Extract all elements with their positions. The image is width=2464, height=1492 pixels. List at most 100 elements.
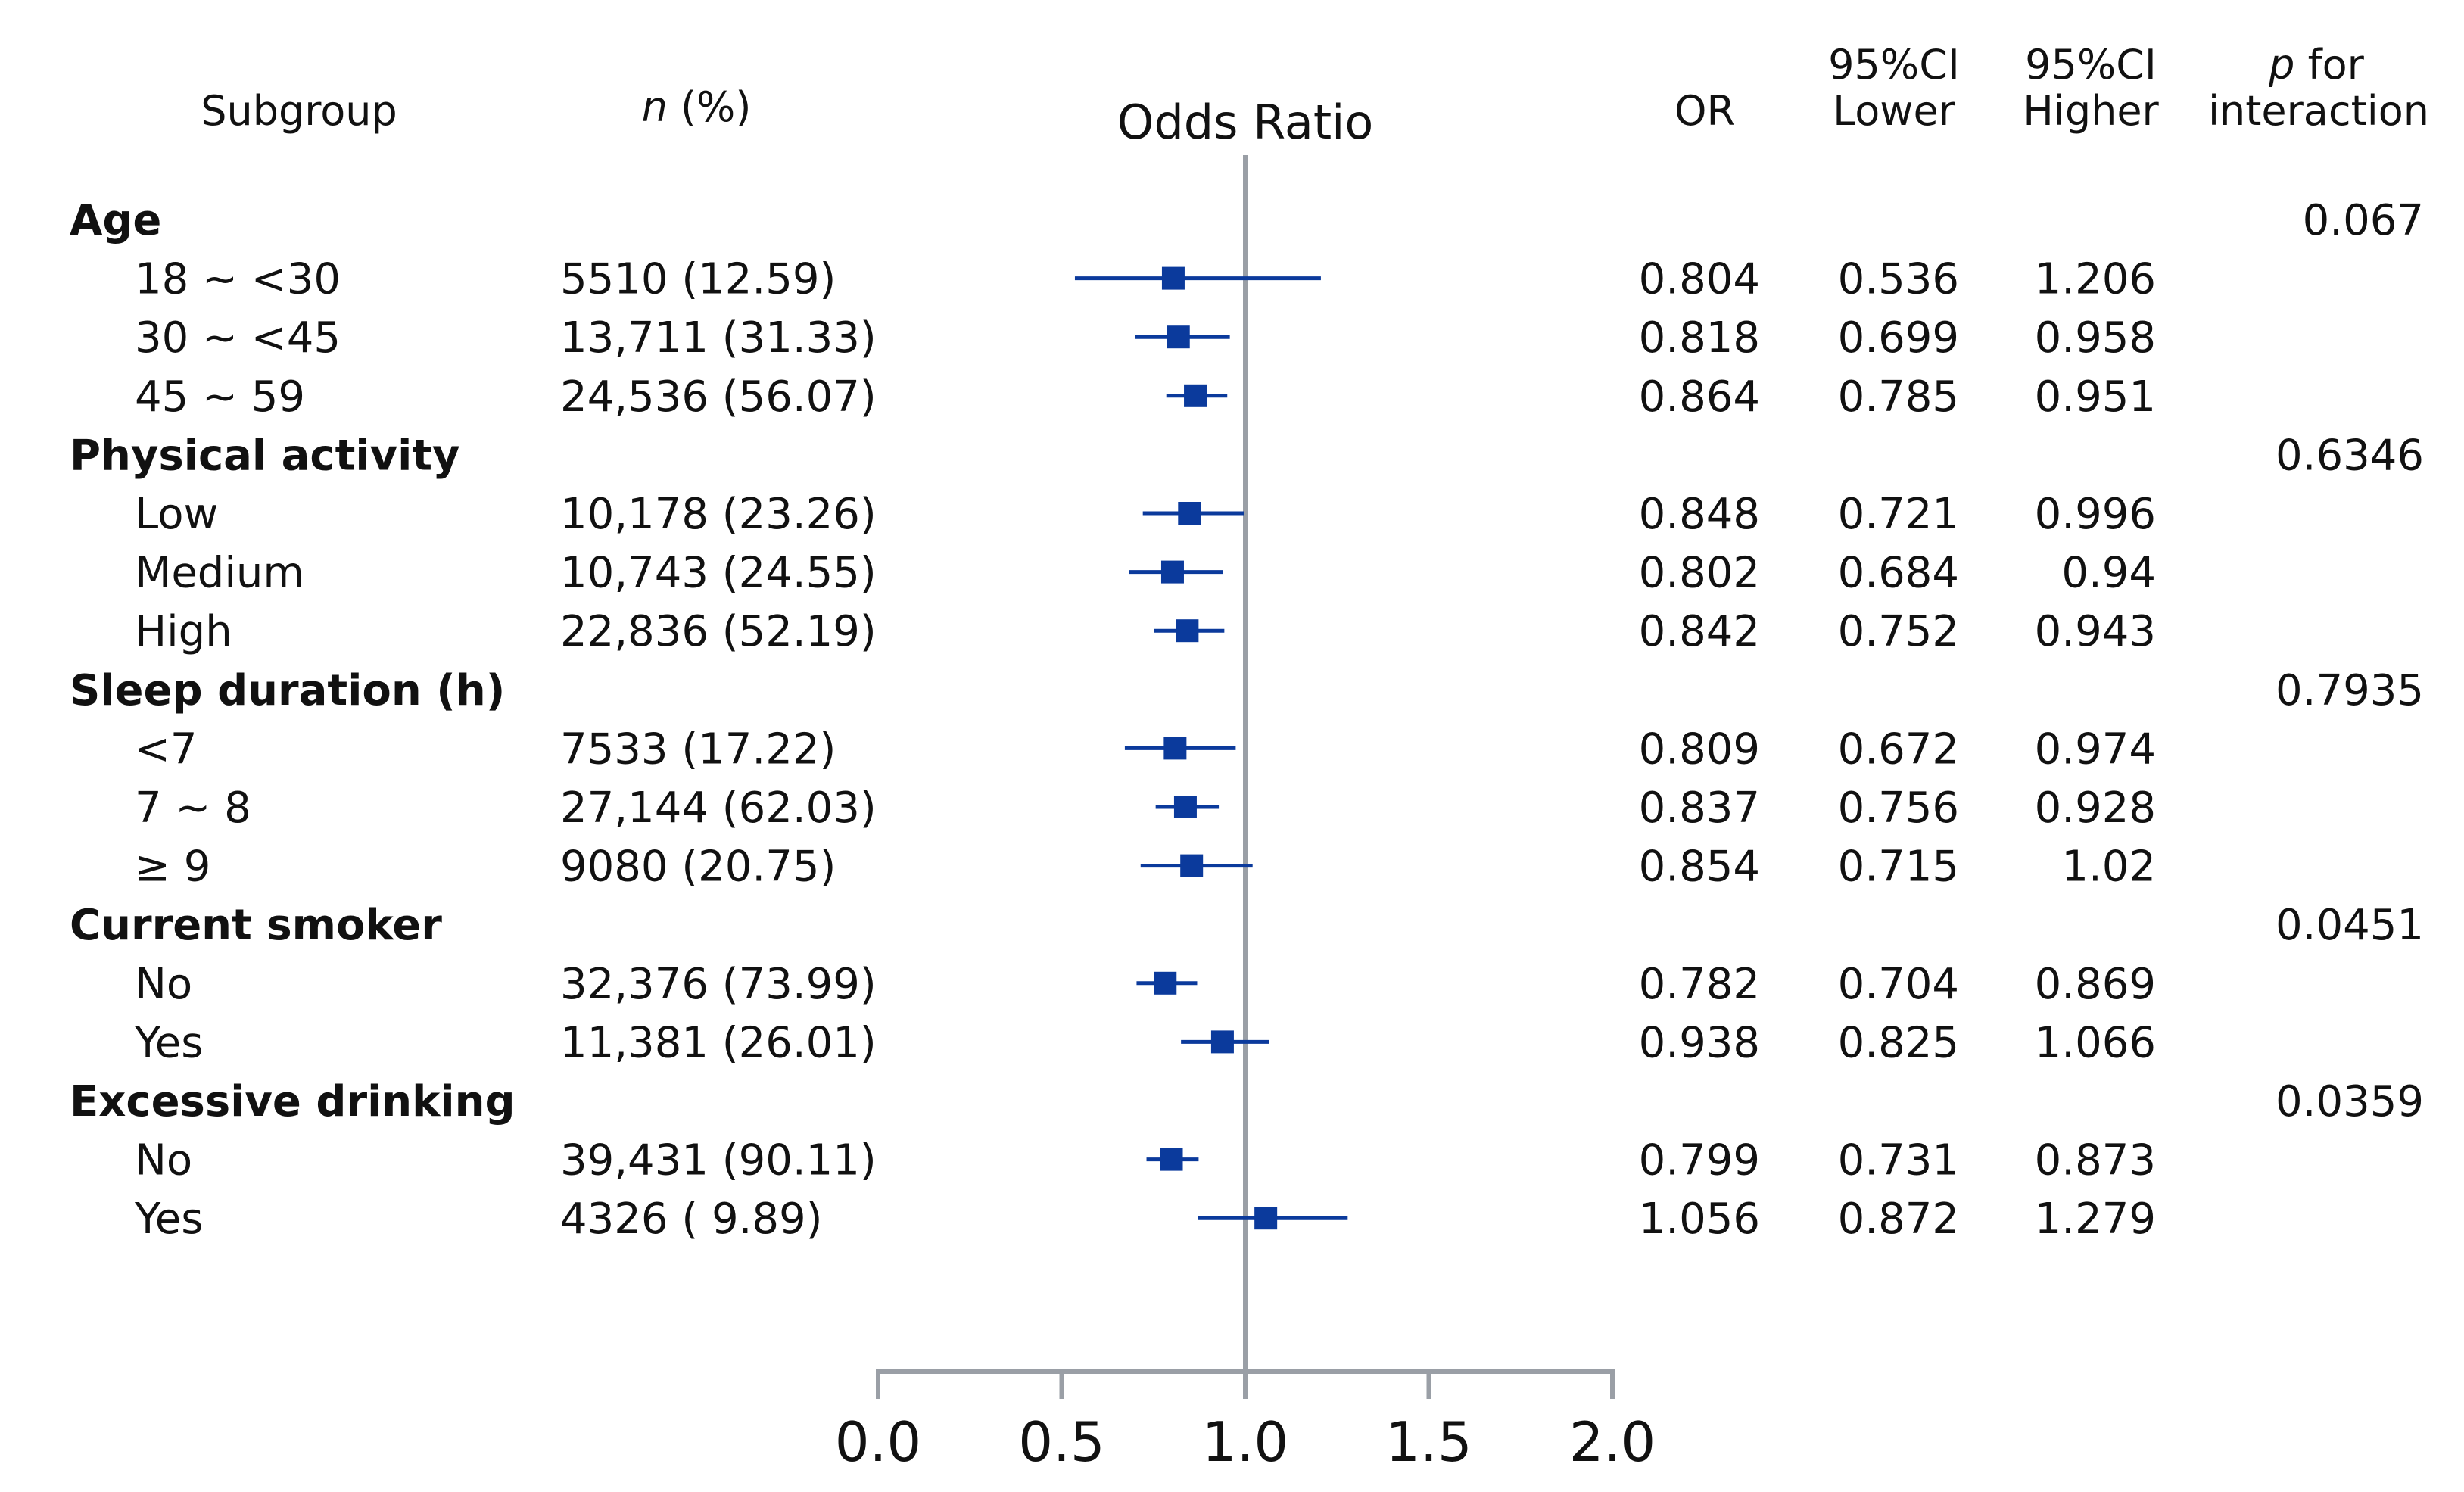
subgroup-label: Yes [134, 1018, 203, 1067]
ci-higher-value: 1.066 [2035, 1018, 2156, 1067]
n-percent: 11,381 (26.01) [560, 1018, 877, 1067]
or-value: 0.804 [1639, 255, 1760, 304]
group-label: Sleep duration (h) [70, 666, 505, 715]
x-tick-label: 0.5 [1018, 1410, 1105, 1474]
n-percent: 39,431 (90.11) [560, 1136, 877, 1185]
header-n: n (%) [642, 83, 752, 131]
subgroup-label: ≥ 9 [135, 843, 210, 892]
p-interaction: 0.0451 [2276, 901, 2424, 950]
ci-lower-value: 0.536 [1838, 255, 1959, 304]
x-tick-label: 1.5 [1385, 1410, 1472, 1474]
or-value: 0.938 [1639, 1018, 1760, 1067]
ci-lower-value: 0.825 [1838, 1018, 1959, 1067]
x-tick-label: 0.0 [835, 1410, 922, 1474]
ci-lower-value: 0.785 [1838, 372, 1959, 422]
group-label: Age [70, 196, 161, 245]
ci-lower-value: 0.704 [1838, 960, 1959, 1009]
or-value: 0.802 [1639, 549, 1760, 598]
table-rows: Age 0.067 18 ~ <30 5510 (12.59) 0.804 0.536 1.… [70, 196, 2424, 1244]
or-point [1154, 971, 1177, 995]
ci-higher-value: 0.873 [2035, 1136, 2156, 1185]
header-n-italic: n [642, 83, 668, 131]
subgroup-label: Yes [134, 1195, 203, 1244]
ci-lower-value: 0.731 [1838, 1136, 1959, 1185]
or-point [1178, 502, 1201, 525]
or-point [1167, 325, 1190, 349]
p-interaction: 0.067 [2303, 196, 2424, 245]
subgroup-label: Low [135, 490, 218, 539]
or-value: 1.056 [1639, 1195, 1760, 1244]
or-value: 0.848 [1639, 490, 1760, 539]
or-point [1180, 854, 1204, 877]
ci-lower-value: 0.721 [1838, 490, 1959, 539]
n-percent: 27,144 (62.03) [560, 783, 877, 833]
n-percent: 10,743 (24.55) [560, 549, 877, 598]
or-point [1210, 1030, 1234, 1054]
header-p-line2: interaction [2208, 87, 2429, 135]
header-ci-lower-line2: Lower [1833, 87, 1956, 135]
or-value: 0.854 [1639, 843, 1760, 892]
n-percent: 22,836 (52.19) [560, 607, 877, 656]
n-percent: 13,711 (31.33) [560, 313, 877, 363]
or-point [1161, 266, 1185, 290]
group-label: Current smoker [70, 901, 442, 950]
or-point [1173, 796, 1197, 818]
x-tick-label: 1.0 [1202, 1410, 1289, 1474]
ci-lower-value: 0.872 [1838, 1195, 1959, 1244]
column-headers: Subgroup n (%) Odds Ratio OR 95%CI Lower… [201, 41, 2429, 150]
header-ci-lower-line1: 95%CI [1828, 41, 1960, 89]
plot-marks [1074, 266, 1348, 1230]
ci-higher-value: 0.974 [2035, 724, 2156, 774]
or-value: 0.809 [1639, 724, 1760, 774]
subgroup-label: Medium [135, 549, 304, 598]
header-subgroup: Subgroup [201, 87, 397, 135]
ci-higher-value: 1.206 [2035, 255, 2156, 304]
or-point [1160, 1148, 1183, 1171]
header-p-rest: for [2294, 41, 2364, 89]
subgroup-label: 18 ~ <30 [135, 255, 341, 304]
header-ci-higher-line2: Higher [2023, 87, 2159, 135]
header-or: OR [1674, 87, 1735, 135]
or-value: 0.842 [1639, 607, 1760, 656]
p-interaction: 0.6346 [2276, 431, 2424, 480]
ci-lower-value: 0.684 [1838, 549, 1959, 598]
ci-higher-value: 0.951 [2035, 372, 2156, 422]
subgroup-label: 45 ~ 59 [135, 372, 305, 422]
p-interaction: 0.0359 [2276, 1077, 2424, 1126]
or-point [1163, 737, 1187, 760]
group-label: Excessive drinking [70, 1077, 516, 1126]
subgroup-label: High [135, 607, 232, 656]
n-percent: 10,178 (23.26) [560, 490, 877, 539]
subgroup-label: <7 [135, 724, 198, 774]
or-value: 0.799 [1639, 1136, 1760, 1185]
n-percent: 5510 (12.59) [560, 255, 836, 304]
ci-lower-value: 0.699 [1838, 313, 1959, 363]
subgroup-label: No [135, 960, 192, 1009]
group-label: Physical activity [70, 431, 460, 480]
ci-higher-value: 1.279 [2035, 1195, 2156, 1244]
or-point [1254, 1207, 1278, 1230]
p-interaction: 0.7935 [2276, 666, 2424, 715]
or-value: 0.864 [1639, 372, 1760, 422]
ci-higher-value: 0.943 [2035, 607, 2156, 656]
ci-lower-value: 0.672 [1838, 724, 1959, 774]
n-percent: 32,376 (73.99) [560, 960, 877, 1009]
ci-lower-value: 0.756 [1838, 783, 1959, 833]
n-percent: 24,536 (56.07) [560, 372, 877, 422]
header-p-italic: p [2268, 41, 2294, 89]
ci-lower-value: 0.715 [1838, 843, 1959, 892]
n-percent: 7533 (17.22) [560, 724, 836, 774]
or-value: 0.818 [1639, 313, 1760, 363]
subgroup-label: 7 ~ 8 [135, 783, 251, 833]
n-percent: 9080 (20.75) [560, 843, 836, 892]
ci-higher-value: 0.928 [2035, 783, 2156, 833]
or-value: 0.837 [1639, 783, 1760, 833]
header-ci-higher-line1: 95%CI [2025, 41, 2157, 89]
ci-higher-value: 0.958 [2035, 313, 2156, 363]
subgroup-label: 30 ~ <45 [135, 313, 341, 363]
ci-higher-value: 0.94 [2061, 549, 2156, 598]
n-percent: 4326 ( 9.89) [560, 1195, 823, 1244]
subgroup-label: No [135, 1136, 192, 1185]
or-point [1184, 384, 1207, 407]
ci-higher-value: 1.02 [2061, 843, 2156, 892]
